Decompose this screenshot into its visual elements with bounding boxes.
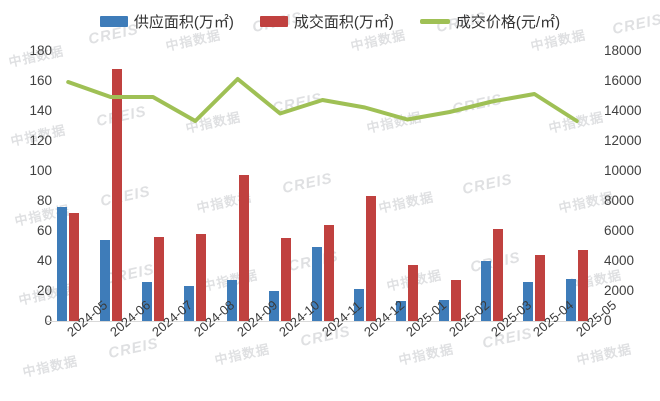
bar-supply-area[interactable] bbox=[226, 280, 237, 322]
x-label-cell: 2024-09 bbox=[217, 297, 280, 394]
bar-supply-area[interactable] bbox=[184, 286, 195, 322]
legend-swatch-deal-price bbox=[419, 18, 450, 24]
bar-supply-area[interactable] bbox=[141, 281, 152, 322]
right-axis-tick: 8000 bbox=[604, 193, 635, 208]
right-axis-tick: 16000 bbox=[604, 73, 642, 88]
legend-item-supply-area[interactable]: 供应面积(万㎡) bbox=[99, 11, 234, 32]
right-axis-tick: 12000 bbox=[604, 133, 642, 148]
bar-supply-area[interactable] bbox=[269, 290, 280, 322]
left-axis-tick: 20 bbox=[36, 283, 52, 298]
legend-swatch-deal-area bbox=[259, 15, 288, 27]
bar-deal-area[interactable] bbox=[577, 250, 588, 322]
bar-supply-area[interactable] bbox=[353, 289, 364, 322]
bar-deal-area[interactable] bbox=[153, 236, 164, 322]
left-axis-tick: 160 bbox=[29, 73, 52, 88]
right-axis-tick: 0 bbox=[604, 313, 612, 328]
legend-item-deal-price[interactable]: 成交价格(元/㎡) bbox=[419, 11, 561, 32]
right-axis-tick: 10000 bbox=[604, 163, 642, 178]
bar-deal-area[interactable] bbox=[450, 280, 461, 322]
x-label-cell: 2024-07 bbox=[132, 297, 195, 394]
bar-group bbox=[386, 52, 428, 322]
right-axis-tick: 6000 bbox=[604, 223, 635, 238]
right-axis-tick: 4000 bbox=[604, 253, 635, 268]
bar-groups bbox=[47, 52, 598, 322]
legend-label-deal-price: 成交价格(元/㎡) bbox=[455, 13, 561, 31]
bar-supply-area[interactable] bbox=[99, 239, 110, 322]
left-axis-tick: 80 bbox=[36, 193, 52, 208]
bar-deal-area[interactable] bbox=[493, 229, 504, 322]
x-label-cell: 2025-03 bbox=[471, 297, 534, 394]
x-axis-labels: 2024-05 2024-06 2024-07 2024-08 2024-09 2024-… bbox=[47, 297, 619, 394]
bar-supply-area[interactable] bbox=[565, 278, 576, 322]
legend-label-deal-area: 成交面积(万㎡) bbox=[293, 13, 394, 31]
right-axis-tick: 18000 bbox=[604, 43, 642, 58]
bar-supply-area[interactable] bbox=[438, 299, 449, 322]
x-label-cell: 2025-05 bbox=[556, 297, 619, 394]
bar-group bbox=[89, 52, 131, 322]
left-axis-tick: 40 bbox=[36, 253, 52, 268]
bar-group bbox=[47, 52, 89, 322]
bar-group bbox=[174, 52, 216, 322]
bar-supply-area[interactable] bbox=[523, 281, 534, 322]
bar-supply-area[interactable] bbox=[311, 247, 322, 322]
bar-supply-area[interactable] bbox=[396, 301, 407, 322]
legend-swatch-supply-area bbox=[99, 15, 128, 27]
bar-deal-area[interactable] bbox=[323, 224, 334, 322]
bar-group bbox=[471, 52, 513, 322]
left-axis-tick: 60 bbox=[36, 223, 52, 238]
x-label-cell: 2024-06 bbox=[89, 297, 153, 394]
bar-group bbox=[429, 52, 471, 322]
left-axis-tick: 100 bbox=[29, 163, 52, 178]
bar-group bbox=[556, 52, 598, 322]
bar-group bbox=[344, 52, 386, 322]
legend-item-deal-area[interactable]: 成交面积(万㎡) bbox=[259, 11, 394, 32]
bar-supply-area[interactable] bbox=[481, 260, 492, 322]
bar-deal-area[interactable] bbox=[196, 233, 207, 322]
bar-group bbox=[217, 52, 259, 322]
bar-deal-area[interactable] bbox=[281, 238, 292, 322]
x-label-cell: 2025-02 bbox=[429, 297, 492, 394]
bar-deal-area[interactable] bbox=[535, 254, 546, 322]
bar-group bbox=[513, 52, 555, 322]
plot-area bbox=[47, 52, 598, 322]
right-axis-tick: 14000 bbox=[604, 103, 642, 118]
bar-deal-area[interactable] bbox=[69, 212, 80, 322]
bar-deal-area[interactable] bbox=[365, 196, 376, 322]
x-label-cell: 2024-10 bbox=[259, 297, 322, 394]
x-label-cell: 2024-11 bbox=[301, 298, 364, 394]
left-axis-tick: 140 bbox=[29, 103, 52, 118]
bar-group bbox=[301, 52, 343, 322]
left-axis-tick: 180 bbox=[29, 43, 52, 58]
bar-deal-area[interactable] bbox=[408, 265, 419, 322]
legend-label-supply-area: 供应面积(万㎡) bbox=[133, 13, 234, 31]
x-label-cell: 2025-01 bbox=[386, 297, 449, 394]
bar-group bbox=[259, 52, 301, 322]
x-label-cell: 2025-04 bbox=[513, 297, 576, 394]
right-axis-tick: 2000 bbox=[604, 283, 635, 298]
x-label-cell: 2024-05 bbox=[47, 297, 110, 394]
left-axis-tick: 120 bbox=[29, 133, 52, 148]
left-axis-tick: 0 bbox=[6, 313, 52, 328]
bar-deal-area[interactable] bbox=[111, 68, 122, 322]
x-label-cell: 2024-08 bbox=[174, 297, 237, 394]
x-axis-baseline bbox=[47, 321, 598, 322]
bar-group bbox=[132, 52, 174, 322]
bar-supply-area[interactable] bbox=[57, 206, 68, 322]
x-label-cell: 2024-12 bbox=[344, 297, 407, 394]
chart-legend: 供应面积(万㎡) 成交面积(万㎡) 成交价格(元/㎡) bbox=[0, 9, 660, 33]
bar-deal-area[interactable] bbox=[238, 175, 249, 322]
